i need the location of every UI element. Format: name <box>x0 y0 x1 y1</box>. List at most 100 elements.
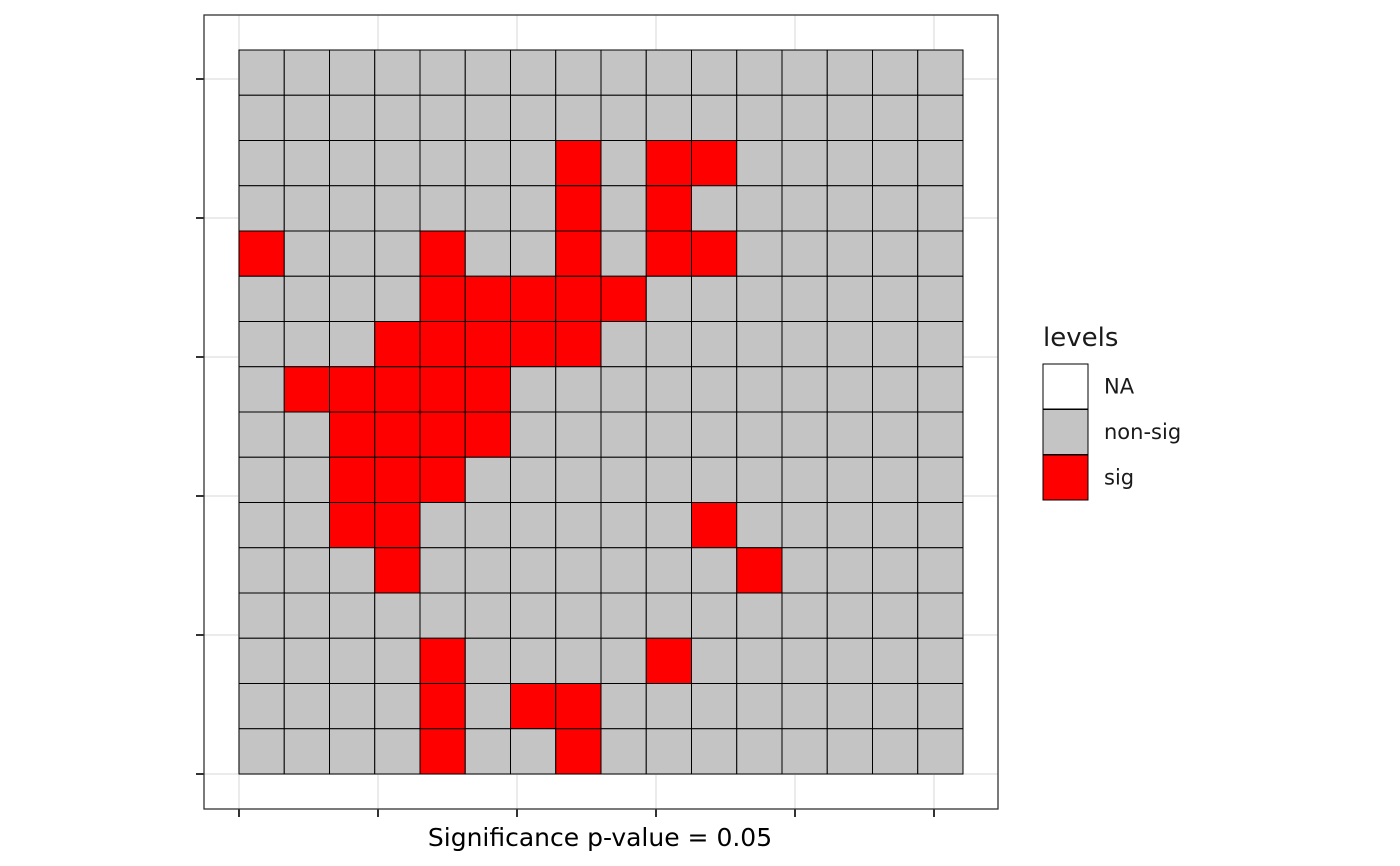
heatmap-cell-sig <box>464 321 511 368</box>
heatmap-cell-non-sig <box>826 230 873 277</box>
heatmap-cell-non-sig <box>645 411 692 458</box>
heatmap-cell-non-sig <box>691 592 738 639</box>
heatmap-cell-non-sig <box>917 456 964 503</box>
heatmap-cell-non-sig <box>600 94 647 141</box>
heatmap-cell-sig <box>374 502 421 549</box>
heatmap-cell-non-sig <box>645 321 692 368</box>
heatmap-cell-non-sig <box>329 321 376 368</box>
legend-key-non-sig <box>1042 409 1089 455</box>
heatmap-cell-sig <box>419 411 466 458</box>
heatmap-cell-non-sig <box>736 94 783 141</box>
heatmap-cell-non-sig <box>238 94 285 141</box>
heatmap-cell-non-sig <box>917 230 964 277</box>
heatmap-cell-non-sig <box>419 547 466 594</box>
heatmap-cell-non-sig <box>464 49 511 96</box>
heatmap-cell-non-sig <box>645 456 692 503</box>
heatmap-cell-non-sig <box>283 592 330 639</box>
heatmap-cell-non-sig <box>691 728 738 775</box>
heatmap-cell-non-sig <box>238 683 285 730</box>
heatmap-cell-non-sig <box>464 637 511 684</box>
heatmap-cell-non-sig <box>374 592 421 639</box>
heatmap-cell-non-sig <box>238 275 285 322</box>
heatmap-cell-non-sig <box>600 728 647 775</box>
heatmap-cell-non-sig <box>510 728 557 775</box>
heatmap-cell-non-sig <box>917 275 964 322</box>
heatmap-cell-sig <box>374 321 421 368</box>
heatmap-cell-non-sig <box>826 185 873 232</box>
heatmap-cell-sig <box>329 502 376 549</box>
heatmap-cell-non-sig <box>691 547 738 594</box>
heatmap-cell-non-sig <box>691 185 738 232</box>
heatmap-cell-non-sig <box>826 728 873 775</box>
legend-label: NA <box>1104 375 1135 399</box>
heatmap-cell-non-sig <box>283 140 330 187</box>
heatmap-cell-non-sig <box>736 366 783 413</box>
heatmap-cell-non-sig <box>781 592 828 639</box>
heatmap-cell-sig <box>555 728 602 775</box>
heatmap-cell-sig <box>736 547 783 594</box>
heatmap-cell-non-sig <box>645 502 692 549</box>
heatmap-cell-non-sig <box>283 230 330 277</box>
heatmap-cell-non-sig <box>464 230 511 277</box>
heatmap-cell-non-sig <box>374 637 421 684</box>
heatmap-cell-non-sig <box>283 547 330 594</box>
heatmap-cell-sig <box>374 547 421 594</box>
heatmap-cell-non-sig <box>781 49 828 96</box>
heatmap-cell-non-sig <box>691 456 738 503</box>
heatmap-cell-non-sig <box>736 230 783 277</box>
heatmap-cell-non-sig <box>781 683 828 730</box>
heatmap-cell-non-sig <box>872 411 919 458</box>
legend-label: non-sig <box>1104 420 1181 444</box>
heatmap-cell-non-sig <box>419 502 466 549</box>
legend-key-sig <box>1042 454 1089 501</box>
heatmap-cell-sig <box>419 230 466 277</box>
heatmap-cell-non-sig <box>238 502 285 549</box>
heatmap-cell-non-sig <box>781 637 828 684</box>
heatmap-cell-non-sig <box>555 637 602 684</box>
heatmap-cell-non-sig <box>872 321 919 368</box>
heatmap-cell-sig <box>329 366 376 413</box>
heatmap-cell-non-sig <box>872 230 919 277</box>
heatmap-cell-non-sig <box>283 637 330 684</box>
heatmap-cell-non-sig <box>917 94 964 141</box>
heatmap-cell-sig <box>555 185 602 232</box>
heatmap-cell-non-sig <box>917 502 964 549</box>
legend: levels NA non-sig sig <box>1042 323 1181 501</box>
heatmap-cell-non-sig <box>736 592 783 639</box>
heatmap-cell-non-sig <box>329 592 376 639</box>
heatmap-cell-non-sig <box>600 637 647 684</box>
heatmap-cell-non-sig <box>329 230 376 277</box>
heatmap-cell-non-sig <box>238 185 285 232</box>
heatmap-cell-non-sig <box>872 456 919 503</box>
heatmap-cell-sig <box>329 411 376 458</box>
heatmap-cell-non-sig <box>283 49 330 96</box>
heatmap-cell-non-sig <box>736 140 783 187</box>
heatmap-cell-non-sig <box>283 502 330 549</box>
heatmap-cell-non-sig <box>917 411 964 458</box>
heatmap-cell-non-sig <box>917 321 964 368</box>
heatmap-cells <box>238 49 964 775</box>
heatmap-cell-non-sig <box>781 366 828 413</box>
heatmap-cell-non-sig <box>872 637 919 684</box>
heatmap-cell-non-sig <box>238 140 285 187</box>
heatmap-cell-non-sig <box>238 411 285 458</box>
heatmap-cell-sig <box>419 728 466 775</box>
heatmap-cell-non-sig <box>283 728 330 775</box>
heatmap-cell-non-sig <box>374 683 421 730</box>
heatmap-cell-non-sig <box>872 185 919 232</box>
heatmap-cell-non-sig <box>555 411 602 458</box>
heatmap-cell-non-sig <box>600 49 647 96</box>
heatmap-cell-non-sig <box>555 49 602 96</box>
heatmap-cell-non-sig <box>826 456 873 503</box>
heatmap-cell-non-sig <box>329 728 376 775</box>
heatmap-cell-non-sig <box>826 366 873 413</box>
heatmap-cell-sig <box>464 366 511 413</box>
heatmap-cell-sig <box>374 411 421 458</box>
heatmap-cell-sig <box>238 230 285 277</box>
heatmap-cell-non-sig <box>329 637 376 684</box>
heatmap-cell-non-sig <box>826 683 873 730</box>
heatmap-cell-non-sig <box>419 185 466 232</box>
heatmap-cell-non-sig <box>510 411 557 458</box>
heatmap-cell-sig <box>691 502 738 549</box>
heatmap-cell-sig <box>419 456 466 503</box>
